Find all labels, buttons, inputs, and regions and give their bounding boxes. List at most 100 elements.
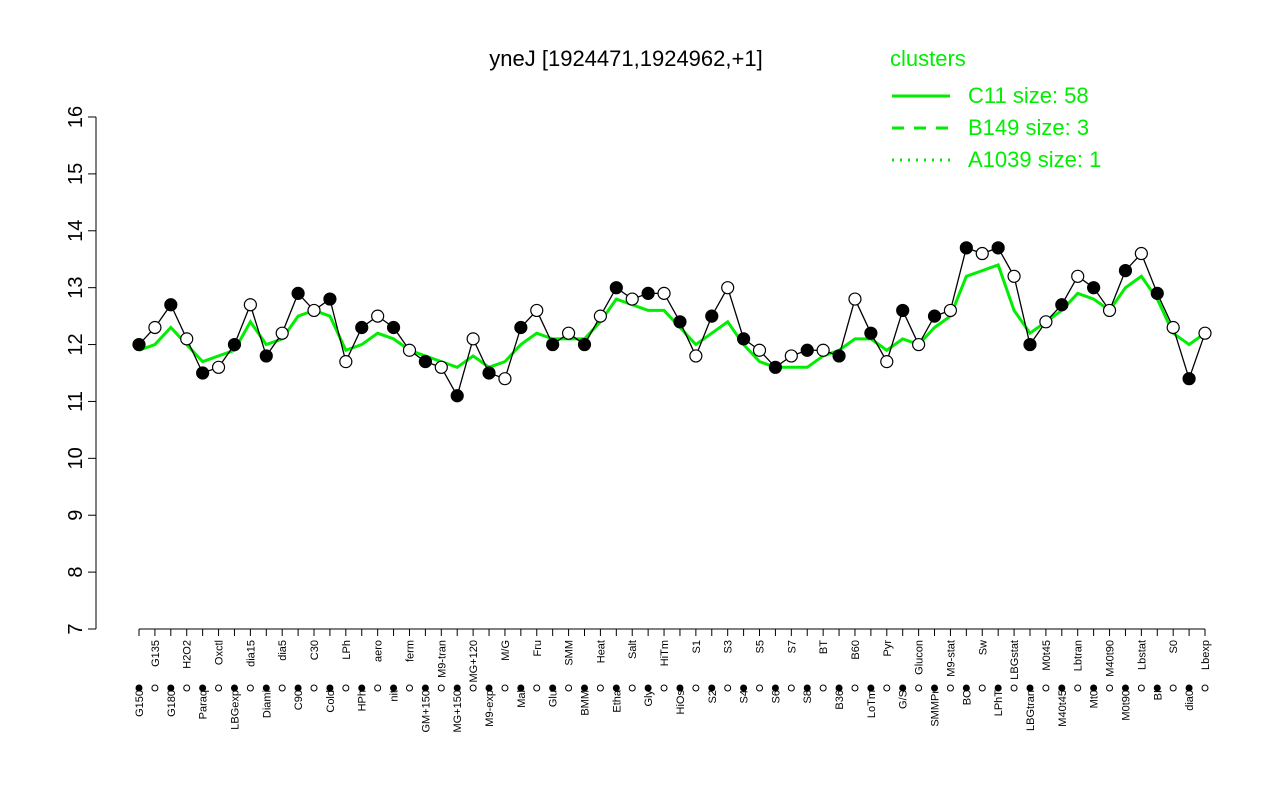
rug-dot	[1121, 684, 1129, 692]
x-tick-label: aero	[373, 640, 385, 662]
x-tick-label: HiTm	[659, 640, 671, 666]
rug-dot	[580, 684, 588, 692]
rug-dot	[756, 684, 764, 692]
rug-dot	[517, 684, 525, 692]
rug-dot	[1026, 684, 1034, 692]
rug-dot	[612, 684, 620, 692]
point	[705, 309, 719, 323]
x-tick-label: dia5	[277, 640, 289, 661]
rug-dot	[199, 684, 207, 692]
x-tick-label: Salt	[627, 640, 639, 659]
point	[609, 281, 623, 295]
point	[418, 355, 432, 369]
rug-dot	[835, 684, 843, 692]
rug-dot	[1042, 684, 1050, 692]
x-tick-label: S1	[691, 640, 703, 653]
x-tick-label: B36	[834, 690, 846, 710]
x-tick-label: Glu	[548, 690, 560, 707]
point	[784, 349, 798, 363]
legend-label: A1039 size: 1	[968, 147, 1101, 172]
point	[434, 360, 448, 374]
rug-dot	[676, 684, 684, 692]
x-tick-label: S6	[770, 690, 782, 703]
x-tick-label: LBGexp	[229, 690, 241, 730]
point	[1182, 372, 1196, 386]
y-tick-label: 14	[65, 220, 87, 242]
point	[721, 281, 735, 295]
point	[371, 309, 385, 323]
x-tick-label: SMM	[564, 640, 576, 666]
x-tick-label: M0t45	[1041, 640, 1053, 671]
x-tick-label: C30	[309, 640, 321, 660]
point	[896, 303, 910, 318]
x-tick-label: H2O2	[182, 640, 194, 669]
x-tick-label: M9-tran	[436, 640, 448, 678]
point	[386, 320, 401, 335]
legend-label: B149 size: 3	[968, 115, 1089, 140]
x-tick-label: dia0	[1184, 690, 1196, 711]
rug-dot	[549, 684, 557, 692]
x-tick-label: S0	[1168, 640, 1180, 653]
x-tick-label: S7	[786, 640, 798, 653]
rug-dot	[1106, 684, 1114, 692]
x-tick-label: S5	[755, 640, 767, 653]
point	[1102, 303, 1117, 318]
point	[211, 360, 226, 374]
x-tick-label: MG+150	[452, 690, 464, 733]
point	[959, 241, 973, 255]
rug-dot	[787, 684, 795, 692]
rug-dot	[437, 684, 445, 692]
y-tick-label: 10	[65, 447, 87, 469]
point	[593, 309, 608, 323]
x-tick-label: BT	[818, 640, 830, 654]
x-tick-label: G/S	[898, 690, 910, 709]
rug-dot	[533, 684, 541, 692]
x-tick-label: B60	[850, 640, 862, 660]
rug-dot	[1090, 684, 1098, 692]
point	[912, 337, 926, 352]
point	[498, 372, 512, 386]
x-tick-label: Pyr	[882, 640, 894, 657]
point	[1071, 269, 1085, 283]
rug-dot	[978, 684, 986, 692]
rug-dot	[183, 684, 191, 692]
rug-dot	[1058, 684, 1066, 692]
point	[1198, 326, 1212, 340]
rug-dot	[294, 684, 302, 692]
x-tick-label: Lbtran	[1073, 640, 1085, 671]
rug-dot	[1153, 684, 1161, 692]
rug-dot	[501, 684, 509, 692]
rug-dot	[931, 684, 939, 692]
point	[196, 366, 210, 380]
point	[625, 292, 639, 306]
rug-dot	[246, 684, 254, 692]
rug-dot	[708, 684, 716, 692]
x-tick-label: Mal	[516, 690, 528, 708]
chart-title: yneJ [1924471,1924962,+1]	[489, 46, 762, 71]
x-tick-label: GM+150	[420, 690, 432, 733]
point	[927, 309, 942, 323]
x-tick-label: M0t90	[1120, 690, 1132, 721]
x-tick-label: S4	[739, 690, 751, 703]
point	[800, 343, 814, 357]
rug-dot	[230, 684, 238, 692]
point	[832, 349, 846, 363]
y-tick-label: 7	[65, 623, 87, 634]
point	[402, 343, 417, 357]
point	[880, 355, 894, 369]
x-tick-label: BI	[1152, 690, 1164, 700]
x-tick-label: HPh	[357, 690, 369, 711]
point	[1166, 320, 1180, 335]
point	[1007, 269, 1021, 283]
rug-dot	[851, 684, 859, 692]
point	[180, 332, 194, 346]
x-tick-label: G150	[134, 690, 146, 717]
point	[1039, 315, 1053, 329]
rug-dot	[1074, 684, 1082, 692]
plot-area	[96, 100, 1226, 650]
x-tick-label: ferm	[404, 640, 416, 662]
x-tick-label: G135	[150, 640, 162, 667]
y-tick-label: 16	[65, 106, 87, 128]
rug-dot	[390, 684, 398, 692]
